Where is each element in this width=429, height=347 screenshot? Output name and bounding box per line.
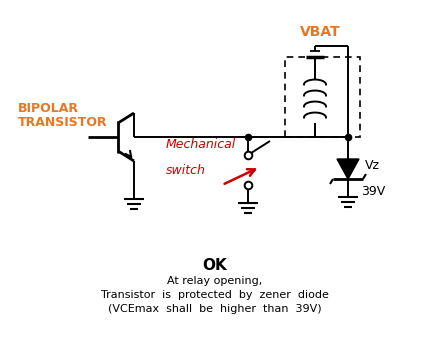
Text: Transistor  is  protected  by  zener  diode: Transistor is protected by zener diode [101, 290, 329, 300]
Text: TRANSISTOR: TRANSISTOR [18, 116, 108, 129]
Polygon shape [337, 159, 359, 179]
Text: Vz: Vz [365, 159, 380, 171]
Text: switch: switch [166, 164, 206, 177]
Text: OK: OK [202, 257, 227, 272]
Text: BIPOLAR: BIPOLAR [18, 102, 79, 115]
Text: 39V: 39V [361, 185, 385, 198]
Text: (VCEmax  shall  be  higher  than  39V): (VCEmax shall be higher than 39V) [108, 304, 322, 314]
Text: VBAT: VBAT [300, 25, 340, 39]
Text: At relay opening,: At relay opening, [167, 276, 263, 286]
Text: Mechanical: Mechanical [166, 138, 236, 151]
